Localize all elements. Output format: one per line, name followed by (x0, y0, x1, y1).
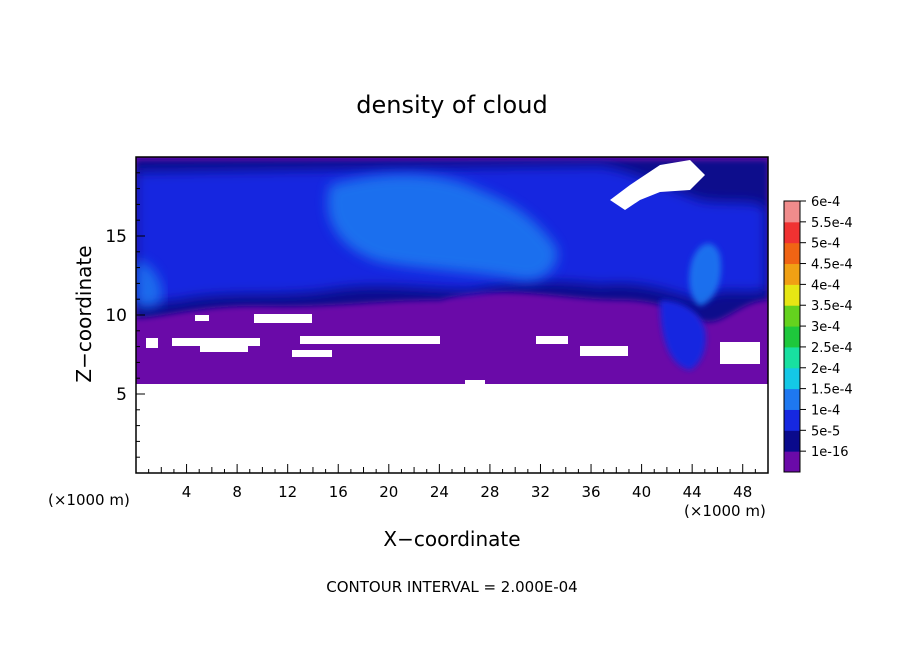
colorbar-swatch (784, 242, 800, 265)
x-tick-label: 12 (278, 483, 297, 501)
colorbar-label: 1e-16 (811, 445, 849, 460)
y-tick-label: 10 (105, 306, 127, 326)
chart-title: density of cloud (356, 91, 547, 119)
colorbar-swatch (784, 409, 800, 431)
colorbar-label: 6e-4 (811, 195, 840, 210)
x-tick-label: 28 (480, 483, 499, 501)
colorbar-label: 1e-4 (811, 403, 840, 418)
colorbar-swatch (784, 221, 800, 244)
colorbar-label: 2.5e-4 (811, 341, 853, 356)
colorbar-label: 4.5e-4 (811, 258, 853, 273)
colorbar-label: 4e-4 (811, 278, 840, 293)
colorbar-swatch (784, 305, 800, 327)
cloud-core-left (136, 260, 163, 308)
x-tick-label: 40 (632, 483, 651, 501)
colorbar-swatch (784, 284, 800, 306)
colorbar-label: 2e-4 (811, 362, 840, 377)
x-tick-label: 36 (581, 483, 600, 501)
plot-area (136, 157, 768, 473)
x-tick-label: 20 (379, 483, 398, 501)
colorbar: 1e-16 5e-5 1e-4 1.5e-4 2e-4 2.5e-4 3e-4 3.5e-4 4… (783, 195, 853, 473)
colorbar-label: 5e-4 (811, 237, 840, 252)
y-tick-label: 15 (105, 227, 127, 247)
x-tick-label: 16 (329, 483, 348, 501)
colorbar-swatch (784, 263, 800, 285)
x-tick-label: 8 (232, 483, 242, 501)
colorbar-label: 5e-5 (811, 424, 840, 439)
x-tick-label: 32 (531, 483, 550, 501)
colorbar-swatch (784, 388, 800, 410)
colorbar-swatch (784, 451, 800, 473)
colorbar-swatch (784, 346, 800, 369)
cloud-plume-right (689, 243, 722, 306)
contour-interval-note: CONTOUR INTERVAL = 2.000E-04 (326, 578, 577, 596)
y-axis-label: Z−coordinate (72, 245, 96, 382)
x-unit-right: (×1000 m) (684, 502, 766, 520)
clear-air-gaps (136, 160, 768, 473)
colorbar-swatch (784, 201, 800, 223)
colorbar-swatch (784, 326, 800, 348)
colorbar-frame (783, 200, 801, 473)
x-tick-label: 4 (182, 483, 192, 501)
x-unit-left: (×1000 m) (48, 491, 130, 509)
cloud-core-light (327, 174, 558, 281)
y-tick-label: 5 (116, 385, 127, 405)
colorbar-label: 3.5e-4 (811, 299, 853, 314)
colorbar-label: 5.5e-4 (811, 216, 853, 231)
cloud-column-right (660, 300, 706, 370)
colorbar-swatch (784, 367, 800, 390)
colorbar-swatch (784, 430, 800, 452)
colorbar-label: 1.5e-4 (811, 383, 853, 398)
x-axis-label: X−coordinate (383, 527, 520, 551)
x-tick-label: 48 (733, 483, 752, 501)
colorbar-label: 3e-4 (811, 320, 840, 335)
x-tick-label: 44 (683, 483, 702, 501)
x-tick-label: 24 (430, 483, 449, 501)
